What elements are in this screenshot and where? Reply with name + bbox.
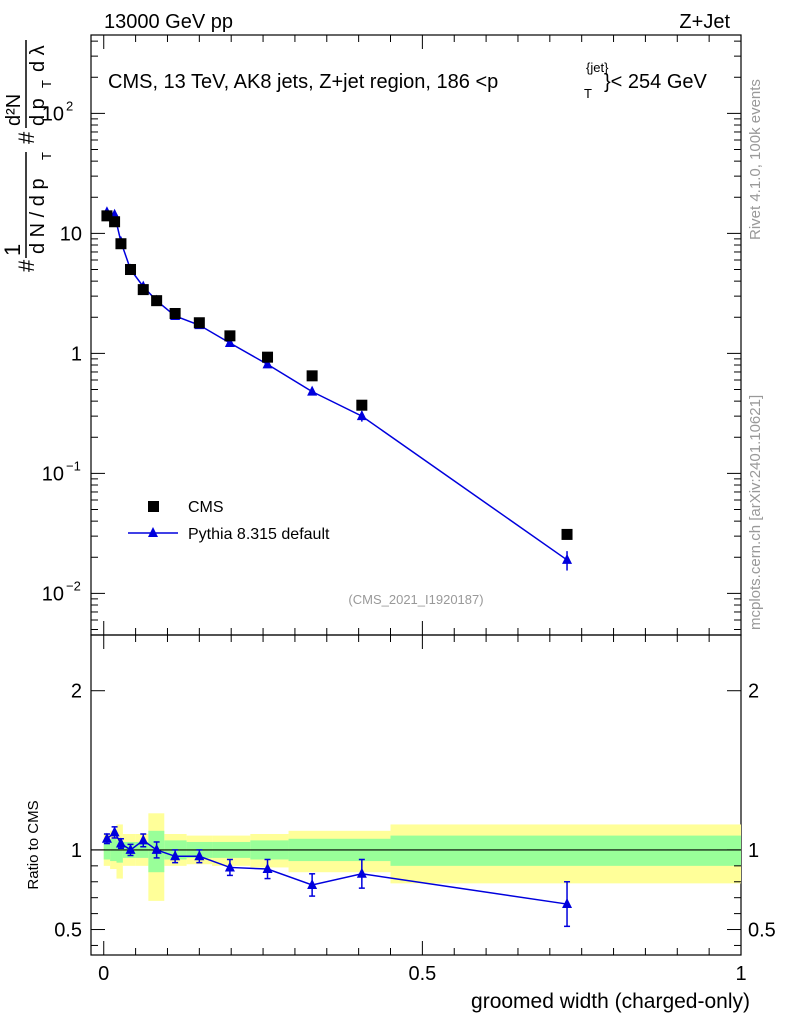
x-axis-label: groomed width (charged-only) [471, 990, 750, 1013]
pythia-ratio-point-7 [194, 850, 205, 861]
pythia-point-8 [224, 337, 235, 348]
legend-pythia-marker [148, 527, 158, 537]
cms-point-0 [101, 210, 113, 222]
y-label-d2n: d²N [3, 94, 25, 126]
ratio-tick-label-right-1: 1 [748, 840, 759, 862]
analysis-id-label: (CMS_2021_I1920187) [348, 592, 483, 607]
pythia-ratio-point-9 [262, 863, 273, 874]
cms-point-2 [115, 238, 127, 250]
mcplots-reference-label: mcplots.cern.ch [arXiv:2401.10621] [747, 395, 764, 630]
y-tick-exponent-4: 2 [66, 98, 73, 113]
ratio-tick-label-left-0: 0.5 [54, 920, 82, 942]
rivet-version-label: Rivet 4.1.0, 100k events [747, 79, 764, 240]
pythia-ratio-point-0 [101, 832, 112, 843]
band-stat-2 [116, 840, 123, 863]
pythia-ratio-point-8 [224, 861, 235, 872]
legend-pythia-label: Pythia 8.315 default [188, 526, 330, 543]
x-tick-label-0: 0 [98, 963, 109, 985]
cms-point-1 [109, 216, 121, 228]
ratio-panel-data [101, 826, 573, 928]
pythia-ratio-point-3 [125, 843, 136, 854]
legend-cms-label: CMS [188, 499, 224, 516]
legend-cms-marker [148, 501, 159, 512]
plot-title: CMS, 13 TeV, AK8 jets, Z+jet region, 186… [108, 60, 708, 101]
cms-point-6 [169, 307, 181, 319]
cms-point-4 [137, 284, 149, 296]
y-tick-label-3: 10 [60, 223, 82, 245]
pythia-point-11 [356, 410, 367, 421]
cms-point-11 [356, 399, 368, 411]
legend: CMS Pythia 8.315 default [128, 499, 330, 543]
plot-title-tail: }< 254 GeV [604, 71, 708, 93]
cms-point-7 [193, 317, 205, 329]
pythia-ratio-point-11 [356, 867, 367, 878]
y-label-dpt: d p [27, 98, 49, 126]
band-stat-11 [390, 835, 741, 866]
cms-point-5 [151, 295, 163, 307]
y-label-hash-2: # [14, 131, 39, 144]
x-tick-label-2: 1 [735, 963, 746, 985]
pythia-ratio-point-12 [562, 898, 573, 909]
pythia-ratio-point-6 [170, 850, 181, 861]
y-tick-exponent-1: −1 [66, 458, 81, 473]
pythia-series-line [106, 211, 568, 561]
y-label-hash: # [14, 259, 39, 272]
cms-point-12 [561, 528, 573, 540]
cms-point-3 [125, 264, 137, 276]
ratio-tick-label-right-2: 2 [748, 681, 759, 703]
y-label-one: 1 [0, 244, 25, 256]
ratio-y-axis-label: Ratio to CMS [25, 800, 42, 889]
plot-title-main: CMS, 13 TeV, AK8 jets, Z+jet region, 186… [108, 71, 498, 93]
plot-title-subscript: T [584, 86, 592, 101]
y-label-dpt-subscript: T [39, 80, 54, 88]
main-panel-frame [90, 34, 742, 636]
pythia-point-10 [307, 385, 318, 396]
y-tick-label-1: 10 [42, 463, 64, 485]
ratio-tick-label-left-1: 1 [71, 840, 82, 862]
plot-title-superscript: {jet} [586, 60, 609, 75]
ratio-panel-frame [90, 634, 742, 956]
ratio-tick-label-left-2: 2 [71, 681, 82, 703]
y-label-denominator-subscript: T [39, 152, 54, 160]
pythia-ratio-point-10 [307, 878, 318, 889]
cms-point-9 [262, 351, 274, 363]
main-y-axis-label: # 1 d N / d p T # d²N d p T d λ [0, 40, 54, 272]
cms-point-8 [224, 330, 236, 342]
pythia-ratio-point-1 [109, 826, 120, 837]
y-label-denominator: d N / d p [27, 178, 49, 254]
y-tick-label-0: 10 [42, 583, 64, 605]
ratio-tick-label-right-0: 0.5 [748, 920, 776, 942]
pythia-point-9 [262, 358, 273, 369]
x-tick-label-1: 0.5 [408, 963, 436, 985]
cms-point-10 [306, 370, 318, 382]
ratio-uncertainty-bands [91, 813, 741, 901]
y-tick-exponent-0: −2 [66, 578, 81, 593]
main-panel-data [101, 206, 573, 571]
pythia-ratio-point-4 [138, 834, 149, 845]
pythia-ratio-point-2 [115, 837, 126, 848]
y-label-dlambda: d λ [27, 45, 49, 72]
process-label: Z+Jet [679, 11, 730, 33]
pythia-ratio-point-5 [151, 843, 162, 854]
collision-energy-label: 13000 GeV pp [104, 11, 233, 33]
y-tick-label-2: 1 [71, 343, 82, 365]
pythia-point-12 [562, 553, 573, 564]
y-tick-label-4: 10 [42, 103, 64, 125]
